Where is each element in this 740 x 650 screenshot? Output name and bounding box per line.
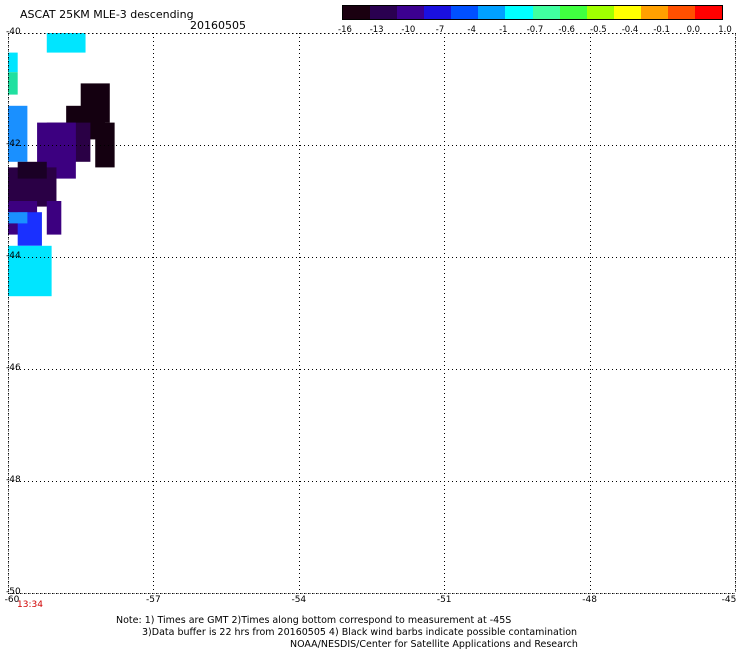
color-scale-segment [451,6,479,19]
note-line-2: 3)Data buffer is 22 hrs from 20160505 4)… [142,627,578,638]
product-title: ASCAT 25KM MLE-3 descending [20,8,194,21]
color-scale-label: -0.5 [590,25,607,35]
color-scale-segment [478,6,506,19]
note-line-3: NOAA/NESDIS/Center for Satellite Applica… [290,639,578,650]
time-label: 13:34 [17,600,43,610]
color-scale-label: 1.0 [718,25,732,35]
color-scale-segment [667,6,696,19]
color-scale-bar [342,5,723,20]
color-scale-label: -0.7 [526,25,544,35]
color-scale-segment [613,6,641,19]
wind-speed-cell [8,105,28,162]
color-scale-label: -0.1 [653,25,670,35]
color-scale-labels: -16 -13 -10 -7 -4 -1 -0.7 -0.6 -0.5 -0.4 -0.1 0.0 1.… [330,25,732,37]
longitude-label: -51 [436,595,452,605]
wind-speed-cell [46,33,86,53]
color-scale-segment [370,6,398,19]
latitude-label: -42 [6,139,21,149]
wind-speed-cell [8,245,52,297]
color-scale-segment [397,6,425,19]
color-scale-label: -1 [499,25,508,35]
color-scale-label: 0.0 [686,25,701,35]
color-scale-segment [586,6,614,19]
color-scale-segment [559,6,587,19]
latitude-label: -50 [6,587,21,597]
color-scale-segment [532,6,560,19]
wind-speed-cell [17,161,47,179]
latitude-label: -48 [6,475,21,485]
longitude-label: -45 [721,595,737,605]
color-scale-segment [695,6,723,19]
wind-speed-cell [8,212,28,224]
longitude-label: -60 [4,595,20,605]
color-scale-segment [343,6,371,19]
latitude-label: -46 [6,363,21,373]
product-date: 20160505 [190,19,246,32]
color-scale-label: -7 [435,25,445,35]
latitude-label: -40 [6,27,21,37]
color-scale-label: -13 [369,25,384,35]
plot-frame [8,33,736,594]
latitude-label: -44 [6,251,21,261]
color-scale-label: -0.4 [621,25,639,35]
grid-lines [8,33,736,594]
wind-speed-cell [46,139,76,162]
wind-speed-cell [8,52,18,73]
longitude-label: -54 [291,595,307,605]
note-line-1: Note: 1) Times are GMT 2)Times along bot… [116,615,512,626]
data-cells [8,33,115,297]
color-scale-segment [424,6,452,19]
longitude-label: -48 [582,595,597,605]
color-scale-segment [505,6,533,19]
color-scale-label: -4 [467,25,476,35]
longitude-label: -57 [146,595,161,605]
wind-speed-cell [8,72,18,95]
color-scale-label: -0.6 [558,25,575,35]
color-scale-segment [640,6,668,19]
wind-speed-cell [46,201,62,235]
color-scale-label: -16 [338,25,352,35]
color-scale-label: -10 [401,25,416,35]
